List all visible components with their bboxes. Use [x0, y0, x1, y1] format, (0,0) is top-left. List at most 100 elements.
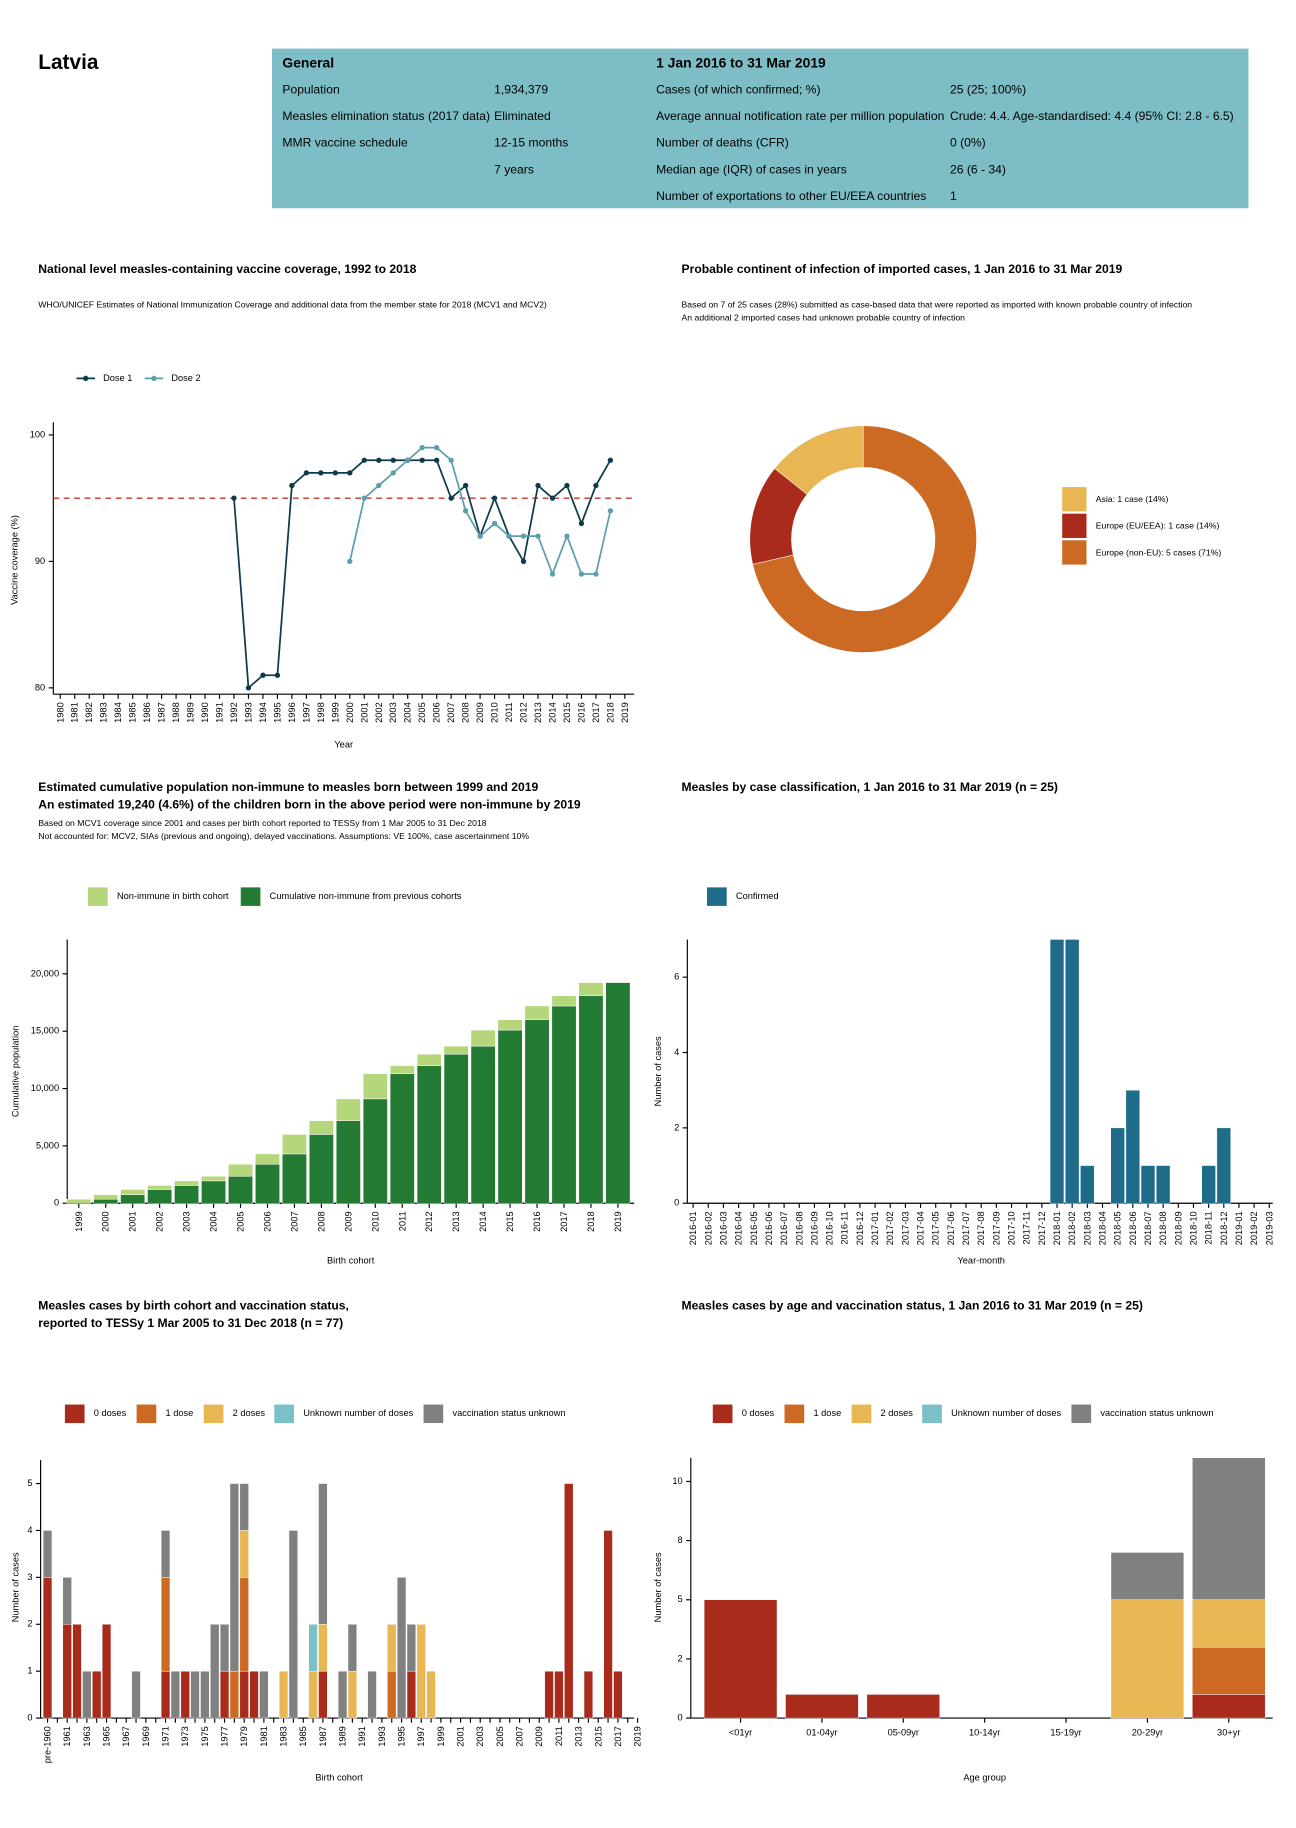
x-tick-label: 1996 — [287, 702, 297, 723]
bar — [282, 1134, 307, 1155]
y-tick-label: 80 — [35, 682, 45, 692]
y-tick-label: 5 — [27, 1478, 32, 1488]
x-tick-label: 2015 — [562, 702, 572, 723]
legend-label: Unknown number of doses — [303, 1408, 413, 1418]
bar — [239, 1577, 249, 1672]
y-tick-label: 15,000 — [31, 1026, 59, 1036]
bar — [1201, 1165, 1216, 1204]
x-tick-label: 2001 — [456, 1726, 466, 1747]
chart-subtitle: An additional 2 imported cases had unkno… — [682, 312, 966, 322]
bar — [82, 1670, 92, 1719]
bar — [362, 1073, 388, 1100]
x-tick-label: 2004 — [209, 1211, 219, 1232]
bar — [180, 1670, 190, 1719]
data-point — [390, 470, 396, 476]
x-tick-label: 1995 — [272, 702, 282, 723]
legend-swatch — [784, 1404, 805, 1424]
data-point — [260, 672, 266, 678]
bar — [544, 1670, 554, 1719]
y-tick-label: 4 — [674, 1047, 679, 1057]
bar — [170, 1670, 181, 1719]
data-point — [491, 520, 498, 527]
x-tick-label: 2018-12 — [1219, 1211, 1229, 1245]
x-tick-label: 2018-04 — [1098, 1211, 1108, 1245]
legend-swatch — [274, 1404, 294, 1424]
data-point — [549, 571, 556, 577]
x-tick-label: 2016-09 — [809, 1211, 819, 1245]
table-value: 25 (25; 100%) — [950, 82, 1026, 96]
x-tick-label: 2016-12 — [855, 1211, 865, 1245]
x-tick-label: 1969 — [141, 1726, 151, 1747]
bar — [160, 1577, 171, 1672]
bar — [362, 1098, 388, 1204]
y-tick-label: 100 — [30, 429, 45, 439]
y-tick-label: 5 — [678, 1594, 683, 1604]
x-tick-label: 2018-09 — [1173, 1211, 1183, 1245]
bar — [308, 1624, 318, 1672]
x-tick-label: 1997 — [416, 1726, 426, 1747]
x-tick-label: 2016-11 — [840, 1211, 850, 1244]
x-tick-label: 2002 — [155, 1211, 165, 1232]
x-axis-label: Age group — [963, 1773, 1006, 1783]
bar — [1064, 939, 1080, 1204]
x-tick-label: 1981 — [259, 1726, 269, 1747]
bar — [1216, 1127, 1231, 1204]
legend-swatch — [851, 1404, 872, 1424]
x-axis-label: Birth cohort — [315, 1773, 363, 1783]
x-tick-label: 2003 — [182, 1211, 192, 1232]
x-tick-label: 2017-10 — [1007, 1211, 1017, 1245]
x-tick-label: 2017-03 — [900, 1211, 910, 1245]
x-tick-label: 1971 — [161, 1726, 171, 1747]
chart-title: National level measles-containing vaccin… — [38, 262, 416, 276]
page-title: Latvia — [38, 51, 99, 74]
table-label: MMR vaccine schedule — [282, 136, 408, 150]
x-tick-label: 1991 — [215, 702, 225, 723]
data-point — [274, 672, 281, 678]
x-tick-label: 1973 — [180, 1726, 190, 1747]
x-tick-label: 2016 — [576, 702, 586, 723]
x-tick-label: 2017-11 — [1022, 1211, 1032, 1244]
x-tick-label: 1984 — [113, 702, 123, 723]
bar — [551, 1005, 577, 1204]
x-tick-label: 2017 — [613, 1726, 623, 1747]
data-point — [405, 457, 411, 463]
chart-subtitle: Based on 7 of 25 cases (28%) submitted a… — [682, 300, 1193, 310]
data-point — [549, 495, 556, 501]
data-point — [462, 482, 469, 489]
bar — [564, 1483, 574, 1719]
bar — [1049, 939, 1065, 1204]
bar — [1140, 1165, 1156, 1204]
x-tick-label: 1983 — [279, 1726, 289, 1747]
bar — [147, 1185, 173, 1190]
x-tick-label: 30+yr — [1217, 1728, 1240, 1738]
table-value: 0 (0%) — [950, 136, 986, 150]
legend-swatch — [240, 887, 261, 906]
table-label: Cases (of which confirmed; %) — [656, 82, 820, 96]
x-tick-label: 2013 — [574, 1726, 584, 1747]
legend-label: 2 doses — [233, 1408, 266, 1418]
table-heading: General — [282, 54, 334, 70]
data-point — [419, 457, 425, 463]
x-tick-label: 2018-02 — [1067, 1211, 1077, 1245]
bar — [278, 1670, 289, 1719]
x-tick-label: 2011 — [554, 1726, 564, 1746]
data-point — [303, 470, 310, 476]
legend-swatch — [1071, 1404, 1092, 1424]
x-tick-label: 2018 — [586, 1211, 596, 1232]
data-point — [593, 571, 599, 577]
table-heading: 1 Jan 2016 to 31 Mar 2019 — [656, 54, 826, 70]
bar — [470, 1045, 496, 1204]
bar — [201, 1180, 226, 1204]
bar — [288, 1530, 299, 1719]
x-tick-label: 2001 — [359, 702, 369, 723]
bar — [174, 1185, 199, 1204]
bar — [387, 1670, 397, 1719]
legend-swatch — [88, 887, 108, 906]
y-axis-label: Cumulative population — [11, 1026, 21, 1118]
bar — [396, 1577, 407, 1719]
table-value: Crude: 4.4. Age-standardised: 4.4 (95% C… — [950, 109, 1234, 123]
data-point — [506, 533, 512, 539]
bar — [200, 1670, 210, 1719]
table-label: Population — [282, 82, 339, 96]
table-label: Measles elimination status (2017 data) — [282, 109, 490, 123]
